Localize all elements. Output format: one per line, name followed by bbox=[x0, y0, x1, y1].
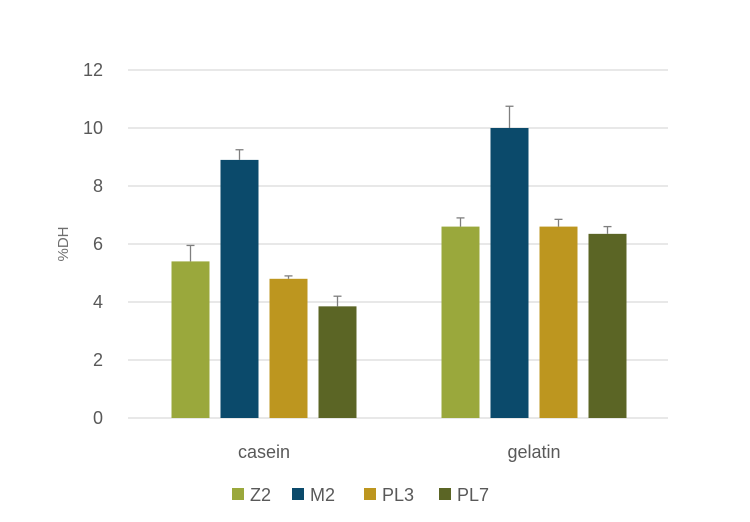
y-tick-label: 12 bbox=[83, 60, 103, 80]
bar-pl3-gelatin bbox=[539, 226, 578, 418]
y-tick-label: 4 bbox=[93, 292, 103, 312]
bar-pl3-casein bbox=[269, 278, 308, 418]
bar-z2-casein bbox=[171, 261, 210, 418]
bar-pl7-casein bbox=[318, 306, 357, 418]
bar-m2-gelatin bbox=[490, 128, 529, 418]
legend-swatch-pl7 bbox=[439, 488, 451, 500]
y-tick-label: 8 bbox=[93, 176, 103, 196]
legend-label-pl3: PL3 bbox=[382, 485, 414, 505]
legend-label-m2: M2 bbox=[310, 485, 335, 505]
y-tick-labels: 0 2 4 6 8 10 12 bbox=[83, 60, 103, 428]
category-label-gelatin: gelatin bbox=[507, 442, 560, 462]
category-label-casein: casein bbox=[238, 442, 290, 462]
bar-pl7-gelatin bbox=[588, 233, 627, 418]
y-tick-label: 2 bbox=[93, 350, 103, 370]
y-tick-label: 10 bbox=[83, 118, 103, 138]
legend-swatch-m2 bbox=[292, 488, 304, 500]
bars bbox=[171, 105, 627, 418]
y-axis-title: %DH bbox=[55, 226, 72, 261]
legend-swatch-z2 bbox=[232, 488, 244, 500]
bar-m2-casein bbox=[220, 159, 259, 418]
category-labels: casein gelatin bbox=[238, 442, 561, 462]
bar-z2-gelatin bbox=[441, 226, 480, 418]
legend-swatch-pl3 bbox=[364, 488, 376, 500]
y-tick-label: 6 bbox=[93, 234, 103, 254]
gridlines bbox=[128, 69, 668, 419]
y-tick-label: 0 bbox=[93, 408, 103, 428]
legend-label-z2: Z2 bbox=[250, 485, 271, 505]
legend-label-pl7: PL7 bbox=[457, 485, 489, 505]
legend: Z2 M2 PL3 PL7 bbox=[232, 485, 489, 505]
